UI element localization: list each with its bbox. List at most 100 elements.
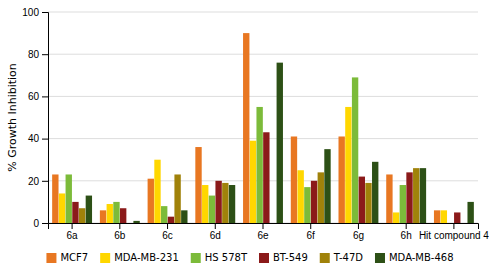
tick-label: 6c xyxy=(162,230,173,241)
legend-item: MDA-MB-231 xyxy=(100,252,179,263)
legend: MCF7 MDA-MB-231 HS 578T BT-549 T-47D MDA-MB-4… xyxy=(46,252,453,263)
bar xyxy=(324,149,330,223)
bar xyxy=(113,202,119,223)
bar xyxy=(174,174,180,223)
bar xyxy=(304,187,310,223)
tick-mark xyxy=(42,96,48,97)
tick-label: 60 xyxy=(28,91,40,102)
tick-label: 6b xyxy=(114,230,126,241)
bar xyxy=(406,172,412,223)
tick-label: 80 xyxy=(28,49,40,60)
chart: 0204060801006a6b6c6d6e6f6g6hHit compound… xyxy=(0,0,500,269)
bar xyxy=(127,223,133,224)
tick-label: 6f xyxy=(307,230,316,241)
bar xyxy=(297,170,303,223)
tick: 80 xyxy=(28,49,48,60)
legend-swatch xyxy=(375,253,385,263)
bar-series xyxy=(66,77,406,223)
grid-line xyxy=(48,138,478,139)
bar xyxy=(250,141,256,223)
tick: 20 xyxy=(28,176,48,187)
bar xyxy=(372,162,378,223)
tick-label: 0 xyxy=(33,218,39,229)
tick-mark xyxy=(72,223,73,229)
tick-mark xyxy=(453,223,454,229)
tick-mark xyxy=(358,223,359,229)
bar xyxy=(467,202,473,223)
bar xyxy=(277,63,283,223)
grid-line xyxy=(48,12,478,13)
bar xyxy=(291,136,297,223)
tick-mark xyxy=(119,223,120,229)
bar xyxy=(311,181,317,223)
bar xyxy=(86,196,92,223)
tick-mark xyxy=(310,223,311,229)
bar xyxy=(400,185,406,223)
legend-item: HS 578T xyxy=(191,252,248,263)
bar xyxy=(441,210,447,223)
legend-label: MDA-MB-468 xyxy=(389,252,454,263)
tick-mark xyxy=(215,223,216,229)
bar-series xyxy=(86,63,474,223)
bar xyxy=(181,210,187,223)
bar xyxy=(352,77,358,223)
bar xyxy=(72,202,78,223)
legend-item: T-47D xyxy=(320,252,364,263)
tick-mark xyxy=(42,12,48,13)
bar xyxy=(359,177,365,223)
bar xyxy=(202,185,208,223)
bar xyxy=(222,183,228,223)
bar xyxy=(420,168,426,223)
legend-swatch xyxy=(320,253,330,263)
legend-item: BT-549 xyxy=(259,252,308,263)
bar xyxy=(66,174,72,223)
tick: 6f xyxy=(307,223,316,241)
tick: 40 xyxy=(28,133,48,144)
tick: 6a xyxy=(67,223,79,241)
bar xyxy=(263,132,269,223)
tick-mark xyxy=(263,223,264,229)
bar xyxy=(413,168,419,223)
bar-series xyxy=(72,132,460,223)
tick-label: 100 xyxy=(22,7,39,18)
tick-mark xyxy=(42,223,48,224)
tick-label: 40 xyxy=(28,133,40,144)
bar xyxy=(318,172,324,223)
bar xyxy=(161,206,167,223)
bar xyxy=(148,179,154,223)
bar xyxy=(229,185,235,223)
legend-swatch xyxy=(46,253,56,263)
legend-label: HS 578T xyxy=(205,252,248,263)
bar xyxy=(100,210,106,223)
tick-label: 6a xyxy=(67,230,79,241)
bar xyxy=(270,223,276,224)
bar xyxy=(59,193,65,223)
bar xyxy=(195,147,201,223)
bar xyxy=(107,204,113,223)
tick: Hit compound 4 xyxy=(419,223,489,241)
bar-series xyxy=(59,107,447,223)
tick: 0 xyxy=(33,218,48,229)
bar xyxy=(454,212,460,223)
bar xyxy=(52,174,58,223)
bar xyxy=(120,208,126,223)
tick: 6b xyxy=(114,223,126,241)
bar xyxy=(243,33,249,223)
legend-label: MCF7 xyxy=(60,252,88,263)
grid-line xyxy=(48,96,478,97)
bar xyxy=(209,196,215,223)
tick-mark xyxy=(42,139,48,140)
tick-label: 6g xyxy=(353,230,364,241)
plot: 0204060801006a6b6c6d6e6f6g6hHit compound… xyxy=(22,7,489,241)
tick: 6d xyxy=(210,223,221,241)
bar xyxy=(168,217,174,223)
bar xyxy=(447,223,453,224)
tick-mark xyxy=(406,223,407,229)
bar xyxy=(393,212,399,223)
y-axis-title: % Growth Inhibition xyxy=(6,63,19,172)
y-axis: 0 20 40 60 80 100 xyxy=(22,7,48,229)
grid xyxy=(48,12,478,223)
tick-mark xyxy=(42,54,48,55)
bar-series xyxy=(52,33,440,223)
bar-series xyxy=(79,168,419,223)
